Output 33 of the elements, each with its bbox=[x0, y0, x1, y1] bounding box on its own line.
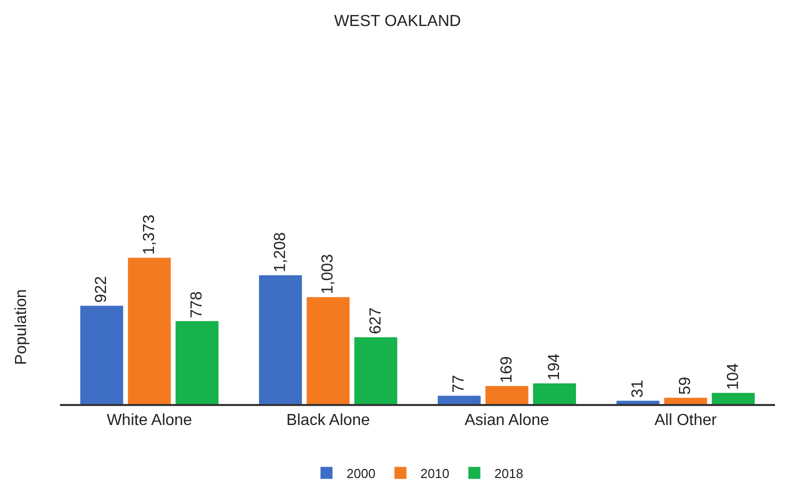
bar bbox=[128, 258, 171, 404]
bar bbox=[438, 396, 481, 404]
data-label: 1,208 bbox=[272, 232, 289, 272]
data-label: 31 bbox=[629, 380, 646, 398]
bar bbox=[616, 400, 660, 404]
bar bbox=[259, 275, 302, 404]
y-axis-title: Population bbox=[13, 289, 30, 365]
data-label: 1,003 bbox=[320, 254, 337, 294]
data-label: 59 bbox=[677, 376, 694, 395]
x-tick-label: All Other bbox=[654, 412, 718, 430]
bar bbox=[306, 297, 350, 404]
x-tick-label: White Alone bbox=[106, 412, 192, 430]
chart-title: WEST OAKLAND bbox=[334, 13, 461, 30]
bar bbox=[533, 383, 576, 404]
data-label: 922 bbox=[93, 276, 110, 303]
data-label: 1,373 bbox=[140, 214, 158, 255]
bar bbox=[485, 386, 528, 404]
legend-label: 2018 bbox=[494, 466, 524, 481]
bar bbox=[664, 398, 708, 404]
bar bbox=[354, 337, 398, 404]
bar bbox=[176, 321, 218, 404]
legend-label: 2000 bbox=[346, 466, 376, 481]
data-label: 104 bbox=[724, 363, 742, 390]
data-label: 778 bbox=[188, 291, 206, 318]
x-tick-label: Asian Alone bbox=[464, 412, 550, 430]
x-tick-label: Black Alone bbox=[286, 412, 370, 430]
data-label: 627 bbox=[367, 307, 384, 334]
data-label: 169 bbox=[498, 356, 516, 383]
data-label: 194 bbox=[546, 354, 564, 380]
data-label: 77 bbox=[450, 374, 468, 393]
legend-label: 2010 bbox=[420, 466, 450, 481]
bar bbox=[712, 392, 755, 404]
bar bbox=[80, 306, 124, 404]
